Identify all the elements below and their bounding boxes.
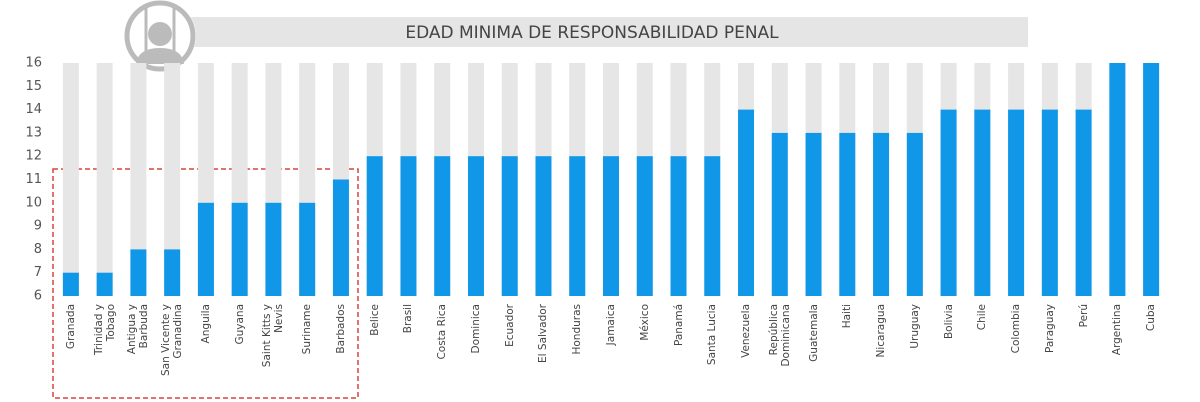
x-tick-label: República Dominicana bbox=[767, 304, 792, 367]
bar bbox=[1109, 63, 1126, 296]
bar bbox=[265, 202, 282, 296]
y-tick-label: 9 bbox=[34, 219, 42, 234]
x-tick-label: Bolivia bbox=[942, 304, 955, 340]
bar bbox=[400, 156, 417, 296]
bar bbox=[197, 202, 214, 296]
bar bbox=[62, 272, 79, 296]
x-tick-label: Antigua y Barbuda bbox=[126, 304, 151, 355]
x-tick-label: Uruguay bbox=[908, 304, 921, 349]
x-tick-label: El Salvador bbox=[537, 304, 550, 363]
bar bbox=[1008, 109, 1025, 296]
bar-track bbox=[130, 63, 147, 296]
x-tick-label: Argentina bbox=[1111, 304, 1124, 356]
x-tick-label: Nicaragua bbox=[875, 304, 888, 358]
y-tick-label: 8 bbox=[34, 242, 42, 257]
x-tick-label: Anguila bbox=[199, 304, 212, 344]
x-tick-label: Saint Kitts y Nevis bbox=[261, 304, 286, 368]
x-tick-label: Ecuador bbox=[503, 304, 516, 347]
y-tick-label: 12 bbox=[25, 149, 42, 164]
x-tick-label: Jamaica bbox=[605, 304, 617, 346]
x-tick-label: Haiti bbox=[841, 304, 854, 329]
bar bbox=[839, 132, 856, 296]
x-tick-label: Brasil bbox=[402, 304, 415, 334]
y-tick-label: 7 bbox=[34, 265, 42, 280]
bar bbox=[704, 156, 721, 296]
x-tick-label: Belice bbox=[368, 304, 381, 336]
x-tick-label: San Vicente y Granadina bbox=[160, 304, 185, 376]
bar-track bbox=[96, 63, 113, 296]
y-tick-label: 13 bbox=[25, 125, 42, 140]
bar bbox=[130, 249, 147, 296]
x-tick-label: Santa Lucia bbox=[706, 304, 719, 366]
bar bbox=[231, 202, 248, 296]
y-tick-label: 11 bbox=[25, 172, 42, 187]
x-tick-label: Honduras bbox=[571, 304, 584, 355]
bar-track bbox=[62, 63, 79, 296]
bar bbox=[434, 156, 451, 296]
x-tick-label: Colombia bbox=[1010, 304, 1023, 354]
y-tick-label: 16 bbox=[25, 56, 42, 71]
bar bbox=[636, 156, 653, 296]
bar-track bbox=[164, 63, 181, 296]
bar bbox=[332, 179, 349, 296]
title-banner bbox=[190, 17, 1028, 47]
x-tick-label: México bbox=[638, 304, 651, 341]
bar bbox=[906, 132, 923, 296]
bar bbox=[1041, 109, 1058, 296]
bar bbox=[366, 156, 383, 296]
bar bbox=[1143, 63, 1160, 296]
bar bbox=[535, 156, 552, 296]
x-tick-label: Paraguay bbox=[1043, 304, 1056, 354]
y-tick-label: 6 bbox=[34, 289, 42, 304]
x-tick-label: Perú bbox=[1077, 304, 1090, 328]
bar bbox=[603, 156, 619, 296]
bar bbox=[299, 202, 316, 296]
y-tick-label: 10 bbox=[25, 195, 42, 210]
y-tick-label: 15 bbox=[25, 79, 42, 94]
x-tick-label: Guatemala bbox=[807, 304, 820, 362]
bar bbox=[805, 132, 822, 296]
bar bbox=[771, 132, 788, 296]
bar bbox=[96, 272, 113, 296]
bar bbox=[569, 156, 586, 296]
y-tick-label: 14 bbox=[25, 102, 42, 117]
icon bbox=[124, 0, 196, 72]
bar bbox=[501, 156, 518, 296]
x-tick-label: Cuba bbox=[1145, 304, 1158, 332]
x-tick-label: Granada bbox=[64, 304, 77, 350]
bar bbox=[940, 109, 957, 296]
bar bbox=[164, 249, 181, 296]
bar bbox=[873, 132, 890, 296]
bar bbox=[467, 156, 484, 296]
x-tick-label: Panamá bbox=[672, 304, 685, 347]
bar bbox=[738, 109, 755, 296]
x-tick-label: Chile bbox=[976, 304, 989, 331]
bar bbox=[1075, 109, 1092, 296]
x-tick-label: Guyana bbox=[233, 304, 246, 345]
bar bbox=[670, 156, 687, 296]
x-tick-label: Venezuela bbox=[740, 304, 753, 358]
x-tick-label: Trinidad y Tobago bbox=[92, 304, 117, 355]
bar bbox=[974, 109, 991, 296]
chart-title: EDAD MINIMA DE RESPONSABILIDAD PENAL bbox=[405, 23, 779, 43]
x-tick-label: Suriname bbox=[301, 304, 314, 355]
x-tick-label: Barbados bbox=[334, 304, 347, 354]
x-tick-label: Costa Rica bbox=[436, 304, 449, 360]
x-tick-label: Dominica bbox=[469, 304, 482, 354]
